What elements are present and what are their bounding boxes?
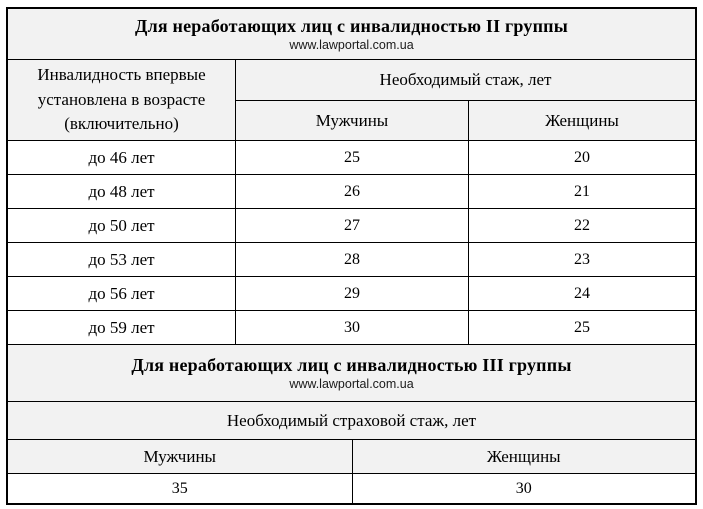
section2-subheader-row: Мужчины Женщины [8,439,695,473]
section2-values-row: 35 30 [8,473,695,503]
table-row: до 50 лет 27 22 [8,208,695,242]
table-row: до 53 лет 28 23 [8,242,695,276]
age-cell: до 59 лет [88,317,155,337]
women-value-cell: 30 [351,474,696,503]
men-value-cell: 35 [171,479,188,497]
section1-source-watermark: www.lawportal.com.ua [289,38,414,52]
section2-title: Для неработающих лиц с инвалидностью III… [131,355,572,375]
section2-source-watermark: www.lawportal.com.ua [289,377,414,391]
age-cell: до 48 лет [88,181,155,201]
table-row: до 46 лет 25 20 [8,140,695,174]
age-cell: до 53 лет [88,249,155,269]
women-value-cell: 25 [468,311,695,344]
section2-header: Необходимый страховой стаж, лет [8,401,695,439]
section1-title: Для неработающих лиц с инвалидностью II … [135,16,568,36]
column-header-women: Женщины [468,100,695,140]
section2-title-block: Для неработающих лиц с инвалидностью III… [8,344,695,401]
table-row: до 56 лет 29 24 [8,276,695,310]
men-value-cell: 26 [235,175,468,208]
column-header-men: Мужчины [143,446,216,466]
women-value-cell: 23 [468,243,695,276]
women-value-cell: 24 [468,277,695,310]
women-value-cell: 21 [468,175,695,208]
age-cell: до 56 лет [88,283,155,303]
women-value-cell: 22 [468,209,695,242]
men-value-cell: 27 [235,209,468,242]
section1-title-block: Для неработающих лиц с инвалидностью II … [8,9,695,59]
age-cell: до 50 лет [88,215,155,235]
men-value-cell: 29 [235,277,468,310]
table-row: до 48 лет 26 21 [8,174,695,208]
column-header-men: Мужчины [235,100,468,140]
table-frame: Для неработающих лиц с инвалидностью II … [6,7,697,505]
men-value-cell: 28 [235,243,468,276]
women-value-cell: 20 [468,141,695,174]
column-header-experience: Необходимый стаж, лет [235,60,695,100]
table-row: до 59 лет 30 25 [8,310,695,344]
column-header-women: Женщины [351,440,696,473]
age-cell: до 46 лет [88,147,155,167]
men-value-cell: 25 [235,141,468,174]
section1-header: Инвалидность впервые установлена в возра… [8,59,695,140]
men-value-cell: 30 [235,311,468,344]
column-header-age: Инвалидность впервые установлена в возра… [37,65,206,134]
